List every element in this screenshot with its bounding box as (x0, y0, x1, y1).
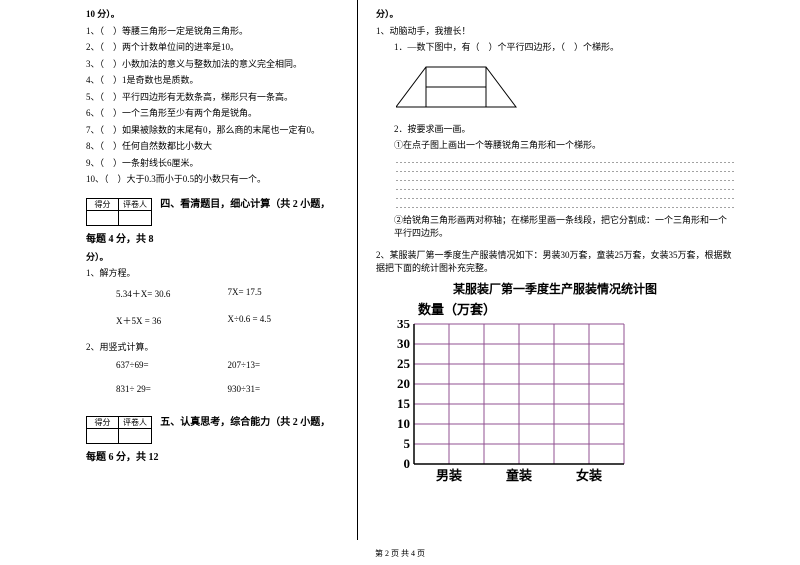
r-p2a: ①在点子图上画出一个等腰锐角三角形和一个梯形。 (394, 139, 734, 153)
section4-cont: 分）。 (86, 251, 339, 265)
score-box-1: 得分 评卷人 (86, 198, 152, 226)
score-head-1a: 得分 (87, 199, 118, 211)
dot-row-5: . . . . . . . . . . . . . . . . . . . . … (396, 192, 734, 201)
eq1a: 5.34＋X= 30.6 (116, 287, 228, 300)
eq3a: 637÷69= (116, 360, 228, 370)
right-column: 分）。 1、动脑动手，我擅长！ 1．—数下图中，有（ ）个平行四边形，（ ）个梯… (358, 0, 740, 540)
svg-text:15: 15 (397, 396, 411, 411)
right-header: 分）。 (376, 8, 734, 22)
r-p3: 2、某服装厂第一季度生产服装情况如下：男装30万套，童装25万套，女装35万套，… (376, 249, 734, 276)
svg-text:5: 5 (404, 436, 411, 451)
svg-text:25: 25 (397, 356, 411, 371)
q7: 7、（ ）如果被除数的末尾有0，那么商的末尾也一定有0。 (86, 124, 339, 138)
eq2b: X÷0.6 = 4.5 (228, 314, 340, 327)
eq1b: 7X= 17.5 (228, 287, 340, 300)
svg-text:女装: 女装 (576, 468, 602, 483)
left-header: 10 分）。 (86, 8, 339, 22)
eq2a: X＋5X = 36 (116, 314, 228, 327)
q3: 3、（ ）小数加法的意义与整数加法的意义完全相同。 (86, 58, 339, 72)
p2: 2、用竖式计算。 (86, 341, 339, 355)
q5: 5、（ ）平行四边形有无数条高，梯形只有一条高。 (86, 91, 339, 105)
q9: 9、（ ）一条射线长6厘米。 (86, 157, 339, 171)
svg-text:35: 35 (397, 320, 411, 331)
r-p1: 1、动脑动手，我擅长！ (376, 25, 734, 39)
eq-row-2: X＋5X = 36 X÷0.6 = 4.5 (116, 314, 339, 327)
left-column: 10 分）。 1、（ ）等腰三角形一定是锐角三角形。 2、（ ）两个计数单位间的… (80, 0, 358, 540)
eq-row-4: 831÷ 29= 930÷31= (116, 384, 339, 394)
svg-text:20: 20 (397, 376, 410, 391)
chart-subtitle: 数量（万套） (418, 299, 734, 318)
score-row-1: 得分 评卷人 四、看清题目，细心计算（共 2 小题，每题 4 分，共 8 (86, 190, 339, 245)
score-head-2b: 评卷人 (119, 417, 151, 429)
eq4a: 831÷ 29= (116, 384, 228, 394)
q10: 10、（ ）大于0.3而小于0.5的小数只有一个。 (86, 173, 339, 187)
chart-title: 某服装厂第一季度生产服装情况统计图 (376, 280, 734, 297)
score-box-2: 得分 评卷人 (86, 416, 152, 444)
eq4b: 930÷31= (228, 384, 340, 394)
svg-text:童装: 童装 (506, 468, 532, 483)
dot-row-1: . . . . . . . . . . . . . . . . . . . . … (396, 156, 734, 165)
eq3b: 207÷13= (228, 360, 340, 370)
r-p2b: ②给锐角三角形画两对称轴；在梯形里画一条线段，把它分割成：一个三角形和一个平行四… (394, 214, 734, 241)
q6: 6、（ ）一个三角形至少有两个角是锐角。 (86, 107, 339, 121)
svg-text:30: 30 (397, 336, 410, 351)
eq-row-1: 5.34＋X= 30.6 7X= 17.5 (116, 287, 339, 300)
score-head-1b: 评卷人 (119, 199, 151, 211)
r-p2: 2．按要求画一画。 (394, 123, 734, 137)
eq-row-3: 637÷69= 207÷13= (116, 360, 339, 370)
bar-chart: 某服装厂第一季度生产服装情况统计图 数量（万套） 35 30 25 20 15 10 5 0 男… (376, 280, 734, 492)
dot-row-4: . . . . . . . . . . . . . . . . . . . . … (396, 183, 734, 192)
score-head-2a: 得分 (87, 417, 118, 429)
q1: 1、（ ）等腰三角形一定是锐角三角形。 (86, 25, 339, 39)
dot-row-2: . . . . . . . . . . . . . . . . . . . . … (396, 165, 734, 174)
p1: 1、解方程。 (86, 267, 339, 281)
svg-text:男装: 男装 (436, 468, 462, 483)
r-p1a: 1．—数下图中，有（ ）个平行四边形，（ ）个梯形。 (394, 41, 734, 55)
q2: 2、（ ）两个计数单位间的进率是10。 (86, 41, 339, 55)
svg-text:0: 0 (404, 456, 411, 471)
chart-svg: 35 30 25 20 15 10 5 0 男装 童装 女装 (376, 320, 646, 490)
q4: 4、（ ）1是奇数也是质数。 (86, 74, 339, 88)
dot-row-3: . . . . . . . . . . . . . . . . . . . . … (396, 174, 734, 183)
page-footer: 第 2 页 共 4 页 (0, 548, 800, 559)
svg-text:10: 10 (397, 416, 410, 431)
q8: 8、（ ）任何自然数都比小数大 (86, 140, 339, 154)
score-row-2: 得分 评卷人 五、认真思考，综合能力（共 2 小题，每题 6 分，共 12 (86, 408, 339, 463)
dot-row-6: . . . . . . . . . . . . . . . . . . . . … (396, 201, 734, 210)
page: 10 分）。 1、（ ）等腰三角形一定是锐角三角形。 2、（ ）两个计数单位间的… (0, 0, 800, 540)
trapezoid-diagram (396, 62, 526, 117)
